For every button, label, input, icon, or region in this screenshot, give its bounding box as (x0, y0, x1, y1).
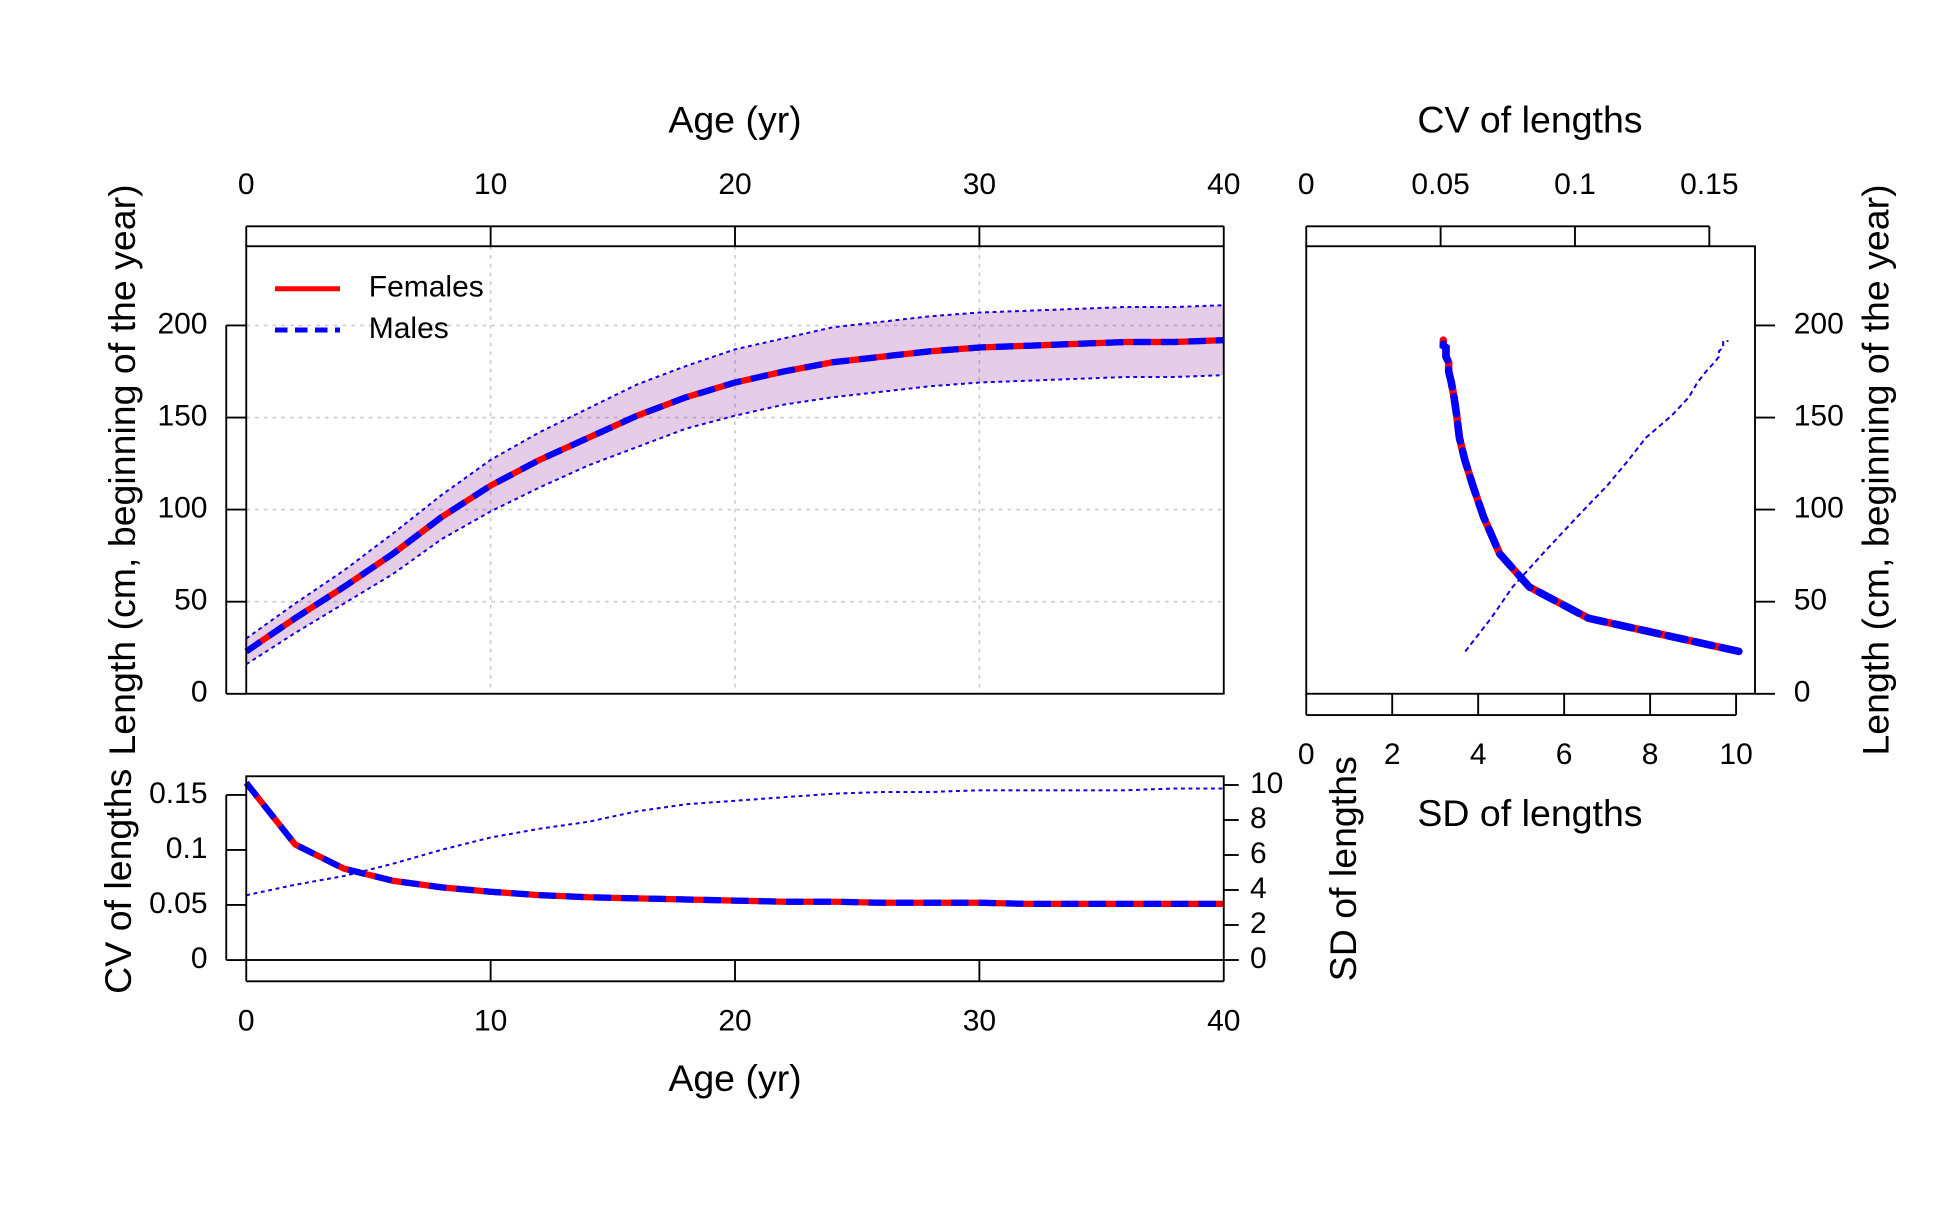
x-tick-label: 30 (963, 168, 996, 201)
plot-frame (245, 775, 1225, 961)
cv-length-line (1439, 336, 1743, 656)
x-tick-label: 4 (1470, 738, 1487, 771)
x-tick-label: 0 (238, 168, 255, 201)
y-tick-label: 200 (157, 307, 207, 340)
bound-line (245, 374, 1224, 666)
y-tick-label: 0.1 (166, 832, 208, 865)
y2-axis-title: SD of lengths (1322, 756, 1364, 981)
y2-tick-label: 4 (1250, 872, 1267, 905)
x2-tick-label: 0.1 (1554, 168, 1596, 201)
x2-tick-label: 0.15 (1680, 168, 1738, 201)
x-tick-label: 40 (1207, 168, 1240, 201)
x-tick-label: 10 (474, 1004, 507, 1037)
legend-label: Males (369, 312, 449, 345)
cv-line (243, 780, 1224, 908)
x-tick-label: 30 (963, 1004, 996, 1037)
y2-tick-label: 10 (1250, 767, 1283, 800)
x-tick-label: 10 (474, 168, 507, 201)
bound-line (245, 304, 1224, 640)
x-tick-label: 8 (1642, 738, 1659, 771)
y-tick-label: 0 (191, 676, 208, 709)
y-tick-label: 50 (1794, 584, 1827, 617)
growth-line (244, 337, 1224, 654)
y-axis-title: Length (cm, beginning of the year) (1855, 184, 1897, 755)
y-axis-title: CV of lengths (97, 769, 139, 994)
x2-tick-label: 0 (1298, 168, 1315, 201)
plot-frame (1305, 245, 1756, 695)
y-tick-label: 50 (174, 584, 207, 617)
x-axis-title: Age (yr) (668, 1057, 801, 1099)
x-tick-label: 40 (1207, 1004, 1240, 1037)
x-axis-title: Age (yr) (668, 98, 801, 140)
x-tick-label: 10 (1719, 738, 1752, 771)
plot-frame (245, 245, 1225, 695)
legend-label: Females (369, 271, 484, 304)
y-tick-label: 0 (191, 942, 208, 975)
y-tick-label: 0 (1794, 676, 1811, 709)
sd-length-line (1464, 340, 1729, 652)
y-tick-label: 150 (157, 399, 207, 432)
x-tick-label: 2 (1384, 738, 1401, 771)
y-tick-label: 200 (1794, 307, 1844, 340)
x-axis-title: SD of lengths (1417, 792, 1642, 834)
y2-tick-label: 2 (1250, 907, 1267, 940)
y-axis-title: Length (cm, beginning of the year) (101, 184, 143, 755)
y2-tick-label: 8 (1250, 802, 1267, 835)
x-tick-label: 20 (718, 168, 751, 201)
y-tick-label: 150 (1794, 399, 1844, 432)
x-tick-label: 6 (1556, 738, 1573, 771)
x-tick-label: 0 (1298, 738, 1315, 771)
sd-line (246, 787, 1224, 897)
x-tick-label: 0 (238, 1004, 255, 1037)
x2-tick-label: 0.05 (1411, 168, 1469, 201)
y2-tick-label: 0 (1250, 942, 1267, 975)
y-tick-label: 100 (1794, 492, 1844, 525)
x2-axis-title: CV of lengths (1417, 98, 1642, 140)
x-tick-label: 20 (718, 1004, 751, 1037)
y-tick-label: 0.15 (149, 777, 207, 810)
y-tick-label: 0.05 (149, 887, 207, 920)
y2-tick-label: 6 (1250, 837, 1267, 870)
y-tick-label: 100 (157, 492, 207, 525)
